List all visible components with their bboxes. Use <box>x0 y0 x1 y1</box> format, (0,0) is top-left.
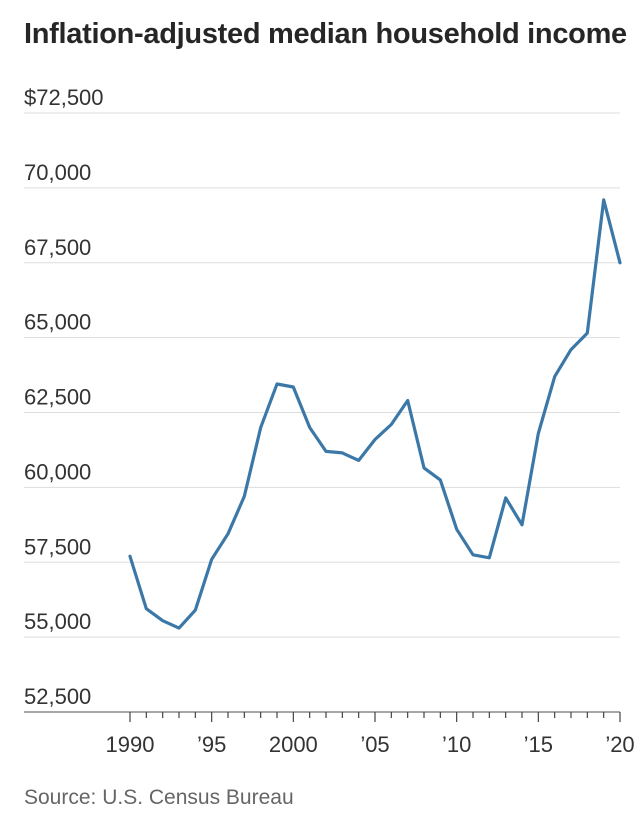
data-point <box>521 523 524 526</box>
data-point <box>504 496 507 499</box>
data-point <box>586 332 589 335</box>
y-tick-label: 70,000 <box>24 160 91 185</box>
data-point <box>276 383 279 386</box>
y-tick-label: 67,500 <box>24 235 91 260</box>
data-point <box>374 438 377 441</box>
data-point <box>161 619 164 622</box>
y-tick-label: 57,500 <box>24 534 91 559</box>
data-point <box>390 423 393 426</box>
y-tick-label: 52,500 <box>24 684 91 709</box>
series-line <box>128 198 622 630</box>
y-tick-label: $72,500 <box>24 85 104 110</box>
data-point <box>325 450 328 453</box>
data-point <box>341 451 344 454</box>
data-point <box>602 198 605 201</box>
data-point <box>570 348 573 351</box>
data-point <box>292 386 295 389</box>
y-axis-ticks: $72,500 70,000 67,500 65,000 62,500 60,000 57,… <box>24 85 104 709</box>
data-point <box>537 432 540 435</box>
data-point <box>129 555 132 558</box>
x-tick-label: 1990 <box>106 732 155 757</box>
line-chart: $72,500 70,000 67,500 65,000 62,500 60,000 57,… <box>24 85 635 757</box>
source-note: Source: U.S. Census Bureau <box>24 786 294 809</box>
data-point <box>210 558 213 561</box>
data-point <box>227 532 230 535</box>
data-point <box>145 607 148 610</box>
y-tick-label: 62,500 <box>24 385 91 410</box>
data-point <box>553 375 556 378</box>
data-point <box>455 528 458 531</box>
data-point <box>194 609 197 612</box>
data-point <box>178 627 181 630</box>
x-axis-ticks: 1990 ’95 2000 ’05 ’10 ’15 ’20 <box>106 712 635 757</box>
chart-title: Inflation-adjusted median household inco… <box>24 18 627 50</box>
data-point <box>472 553 475 556</box>
y-tick-label: 65,000 <box>24 310 91 335</box>
data-point <box>308 426 311 429</box>
data-point <box>423 466 426 469</box>
x-tick-label: ’15 <box>524 732 553 757</box>
x-tick-label: ’95 <box>197 732 226 757</box>
data-point <box>619 261 622 264</box>
x-tick-label: ’05 <box>360 732 389 757</box>
y-tick-label: 55,000 <box>24 609 91 634</box>
gridlines <box>24 112 620 713</box>
data-point <box>243 495 246 498</box>
data-point <box>406 399 409 402</box>
data-point <box>259 426 262 429</box>
x-tick-label: ’20 <box>605 732 634 757</box>
data-point <box>357 459 360 462</box>
data-point <box>439 478 442 481</box>
x-tick-label: 2000 <box>269 732 318 757</box>
data-point <box>488 556 491 559</box>
x-tick-label: ’10 <box>442 732 471 757</box>
y-tick-label: 60,000 <box>24 459 91 484</box>
series-layer <box>128 198 622 630</box>
